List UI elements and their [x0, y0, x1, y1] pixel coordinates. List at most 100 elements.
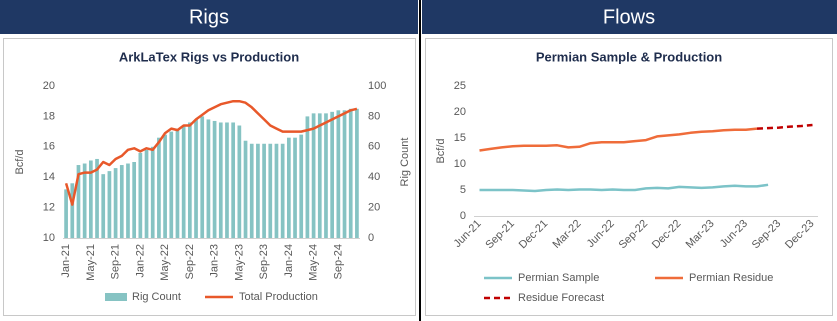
x-tick-label: Sep-23: [258, 244, 270, 279]
y2-tick-label: 80: [368, 110, 380, 122]
bar: [126, 163, 130, 238]
x-tick-label: Sep-24: [332, 244, 344, 279]
chart-title: ArkLaTex Rigs vs Production: [119, 49, 299, 64]
bar: [169, 131, 174, 238]
bar: [231, 122, 236, 238]
x-tick-label: Jan-24: [283, 244, 295, 278]
panel-header: Flows: [603, 6, 655, 28]
bar: [249, 143, 254, 238]
bar: [299, 134, 304, 238]
bar: [218, 122, 223, 238]
legend-label: Rig Count: [132, 291, 181, 303]
x-tick-label: May-22: [159, 244, 171, 281]
bar: [138, 152, 143, 238]
y-tick-label: 15: [454, 132, 466, 144]
y2-tick-label: 100: [368, 80, 386, 92]
y-tick-label: 12: [43, 202, 55, 214]
bar: [280, 143, 285, 238]
x-tick-label: Dec-22: [650, 218, 684, 252]
y-tick-label: 20: [454, 106, 466, 118]
bar: [119, 165, 124, 238]
x-tick-label: Sep-22: [184, 244, 196, 279]
bar: [206, 119, 211, 238]
bar: [157, 137, 161, 238]
y2-axis-label: Rig Count: [399, 138, 411, 187]
legend-label: Residue Forecast: [518, 292, 604, 304]
legend-swatch: [105, 293, 127, 301]
bar: [181, 125, 186, 238]
bar: [200, 116, 205, 238]
bar: [330, 111, 335, 238]
bar: [64, 189, 68, 238]
bar: [262, 143, 266, 238]
bar: [101, 174, 106, 238]
x-tick-label: May-24: [308, 244, 320, 281]
y-tick-label: 10: [454, 158, 466, 170]
line-series: [479, 127, 758, 152]
bar: [107, 171, 112, 238]
x-tick-label: Sep-21: [110, 244, 122, 279]
x-tick-label: Jun-21: [451, 218, 483, 250]
bar: [163, 134, 167, 238]
panel-frame: [425, 38, 833, 316]
bar: [95, 158, 99, 238]
bar: [225, 122, 229, 238]
x-tick-label: Sep-22: [617, 218, 651, 252]
bar: [317, 113, 322, 238]
y-axis-label: Bcf/d: [435, 138, 447, 163]
x-tick-label: May-21: [85, 244, 97, 281]
y-tick-label: 20: [43, 80, 55, 92]
y2-tick-label: 20: [368, 202, 380, 214]
bar: [187, 122, 192, 238]
x-tick-label: Sep-23: [750, 218, 784, 252]
x-tick-label: Sep-21: [483, 218, 517, 252]
bar: [336, 110, 341, 238]
x-tick-label: Jan-23: [209, 244, 221, 278]
bar: [243, 140, 248, 238]
chart-title: Permian Sample & Production: [536, 49, 722, 64]
bar: [311, 113, 316, 238]
legend-label: Total Production: [239, 291, 318, 303]
bar: [324, 113, 328, 238]
x-tick-label: Mar-22: [550, 218, 583, 251]
x-tick-label: Jan-21: [60, 244, 72, 278]
bar: [342, 110, 347, 238]
bar: [237, 125, 242, 238]
bar: [268, 143, 273, 238]
x-tick-label: Jan-22: [134, 244, 146, 278]
legend-label: Permian Residue: [689, 272, 773, 284]
header-bar: [0, 0, 418, 34]
bar: [113, 168, 118, 238]
y-axis-label: Bcf/d: [14, 149, 26, 174]
bar: [175, 128, 180, 238]
bar: [150, 146, 155, 238]
header-bar: [422, 0, 837, 34]
y-tick-label: 14: [43, 171, 55, 183]
x-tick-label: Mar-23: [684, 218, 717, 251]
y-tick-label: 18: [43, 110, 55, 122]
y-tick-label: 25: [454, 80, 466, 92]
panel-header: Rigs: [189, 6, 229, 28]
bar: [82, 163, 87, 238]
x-tick-label: Jun-23: [718, 218, 750, 250]
bar: [70, 183, 75, 238]
panel-frame: [3, 38, 416, 316]
bar: [212, 120, 217, 238]
bar: [132, 162, 137, 238]
line-series: [64, 99, 358, 206]
bar: [76, 165, 81, 238]
y-tick-label: 10: [43, 232, 55, 244]
line-series: [479, 183, 769, 193]
x-tick-label: Dec-21: [517, 218, 551, 252]
legend-label: Permian Sample: [518, 272, 599, 284]
bar: [355, 108, 359, 238]
bar: [194, 119, 198, 238]
x-tick-label: Jun-22: [585, 218, 617, 250]
y-tick-label: 5: [460, 184, 466, 196]
bar: [144, 149, 149, 238]
bar: [286, 137, 291, 238]
x-tick-label: May-23: [233, 244, 245, 281]
y-tick-label: 0: [460, 210, 466, 222]
bar: [293, 137, 297, 238]
line-series: [756, 123, 813, 130]
